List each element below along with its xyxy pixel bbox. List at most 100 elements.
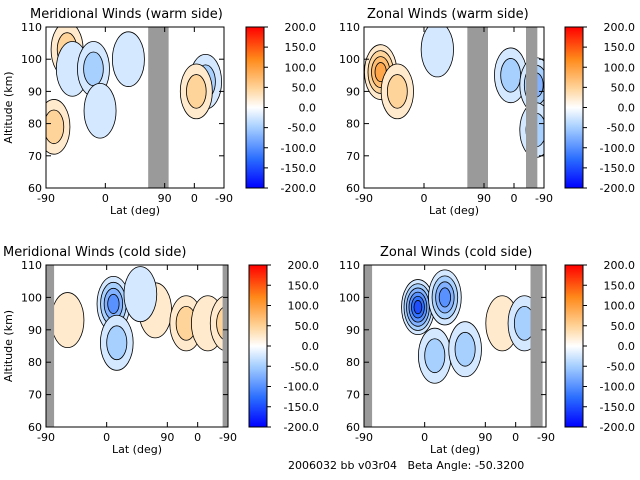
colorbar-tick-label: 50.0 xyxy=(295,320,320,333)
panel-title: Zonal Winds (cold side) xyxy=(380,245,532,260)
plot-frame xyxy=(45,264,229,428)
colorbar-tick-label: 100.0 xyxy=(285,61,317,74)
x-tick-label: 90 xyxy=(478,431,492,444)
colorbar-tick-label: -50.0 xyxy=(291,360,319,373)
colorbar-tick-label: -100.0 xyxy=(600,142,635,155)
y-tick-label: 70 xyxy=(346,389,360,402)
y-tick-label: 60 xyxy=(28,421,42,434)
colorbar-tick-label: 100.0 xyxy=(604,61,636,74)
y-tick-label: 90 xyxy=(346,324,360,337)
no-data-band xyxy=(467,27,488,188)
plot-frame xyxy=(363,264,547,428)
no-data-band xyxy=(46,265,55,427)
x-tick-label: 0 xyxy=(191,192,198,205)
contour-fills xyxy=(46,27,222,188)
y-tick-label: 90 xyxy=(28,85,42,98)
contour-fills xyxy=(364,265,543,427)
colorbar-tick-label: 0.0 xyxy=(618,340,636,353)
contour-level xyxy=(123,266,158,323)
colorbar xyxy=(564,26,584,189)
no-data-band xyxy=(364,265,373,427)
x-axis-label: Lat (deg) xyxy=(430,443,480,456)
contour-fills xyxy=(46,265,228,427)
y-tick-label: 70 xyxy=(346,150,360,163)
y-tick-label: 90 xyxy=(346,85,360,98)
x-tick-label: -90 xyxy=(37,431,55,444)
colorbar-tick-label: -50.0 xyxy=(607,360,635,373)
contour-level xyxy=(438,287,451,308)
no-data-band xyxy=(222,265,228,427)
colorbar-tick-label: 200.0 xyxy=(604,21,636,34)
contour-level xyxy=(50,292,85,349)
x-tick-label: -90 xyxy=(37,192,55,205)
colorbar-tick-label: -200.0 xyxy=(284,421,319,434)
colorbar xyxy=(248,264,268,428)
colorbar-tick-label: 200.0 xyxy=(288,259,320,272)
y-axis-label: Altitude (km) xyxy=(2,71,15,143)
x-tick-label: 90 xyxy=(160,431,174,444)
contour-level xyxy=(413,300,423,315)
panel-title: Meridional Winds (warm side) xyxy=(30,7,223,22)
y-tick-label: 110 xyxy=(339,259,360,272)
x-tick-label: 90 xyxy=(158,192,172,205)
contour-level xyxy=(111,31,145,87)
colorbar-tick-label: 200.0 xyxy=(604,259,636,272)
x-tick-label: -90 xyxy=(537,431,555,444)
colorbar-tick-label: 150.0 xyxy=(285,41,317,54)
x-tick-label: -90 xyxy=(215,192,233,205)
x-tick-label: -90 xyxy=(219,431,237,444)
y-tick-label: 80 xyxy=(28,118,42,131)
y-tick-label: 60 xyxy=(28,182,42,195)
y-tick-label: 80 xyxy=(28,356,42,369)
colorbar-tick-label: -100.0 xyxy=(600,381,635,394)
colorbar-tick-label: 100.0 xyxy=(288,300,320,313)
y-tick-label: 100 xyxy=(339,291,360,304)
colorbar-tick-label: -150.0 xyxy=(600,401,635,414)
colorbar-tick-label: 150.0 xyxy=(604,41,636,54)
contour-level xyxy=(186,74,207,109)
panel-1 xyxy=(363,26,587,189)
y-tick-label: 100 xyxy=(339,53,360,66)
x-tick-label: 0 xyxy=(512,431,519,444)
panel-2 xyxy=(45,264,271,428)
footer-info: 2006032 bb v03r04 Beta Angle: -50.3200 xyxy=(288,459,525,472)
colorbar-tick-label: -150.0 xyxy=(284,401,319,414)
colorbar-tick-label: 50.0 xyxy=(292,81,317,94)
y-tick-label: 70 xyxy=(28,389,42,402)
y-tick-label: 80 xyxy=(346,356,360,369)
y-tick-label: 100 xyxy=(21,53,42,66)
panel-title: Zonal Winds (warm side) xyxy=(367,7,529,22)
x-axis-label: Lat (deg) xyxy=(110,204,160,217)
contour-level xyxy=(424,338,446,374)
y-tick-label: 60 xyxy=(346,182,360,195)
x-tick-label: -90 xyxy=(535,192,553,205)
contour-level xyxy=(420,27,454,78)
contour-level xyxy=(386,74,408,109)
x-tick-label: 0 xyxy=(421,192,428,205)
contour-level xyxy=(107,293,120,314)
plot-frame xyxy=(45,26,225,189)
colorbar-tick-label: -200.0 xyxy=(600,421,635,434)
colorbar-tick-label: -50.0 xyxy=(607,122,635,135)
colorbar-tick-label: 50.0 xyxy=(611,320,636,333)
panel-3 xyxy=(363,264,587,428)
colorbar-tick-label: 0.0 xyxy=(302,340,320,353)
y-tick-label: 90 xyxy=(28,324,42,337)
colorbar-tick-label: 200.0 xyxy=(285,21,317,34)
y-tick-label: 110 xyxy=(21,21,42,34)
y-tick-label: 70 xyxy=(28,150,42,163)
colorbar-tick-label: -200.0 xyxy=(281,182,316,195)
plot-frame xyxy=(363,26,545,189)
x-tick-label: -90 xyxy=(355,431,373,444)
panel-0 xyxy=(45,26,268,189)
colorbar-tick-label: -200.0 xyxy=(600,182,635,195)
y-tick-label: 60 xyxy=(346,421,360,434)
colorbar-tick-label: -150.0 xyxy=(600,162,635,175)
colorbar-tick-label: -50.0 xyxy=(288,122,316,135)
colorbar-tick-label: -150.0 xyxy=(281,162,316,175)
colorbar-tick-label: 150.0 xyxy=(604,279,636,292)
contour-level xyxy=(454,331,476,367)
colorbar-tick-label: -100.0 xyxy=(284,381,319,394)
contour-level xyxy=(106,325,128,361)
x-tick-label: 0 xyxy=(103,431,110,444)
